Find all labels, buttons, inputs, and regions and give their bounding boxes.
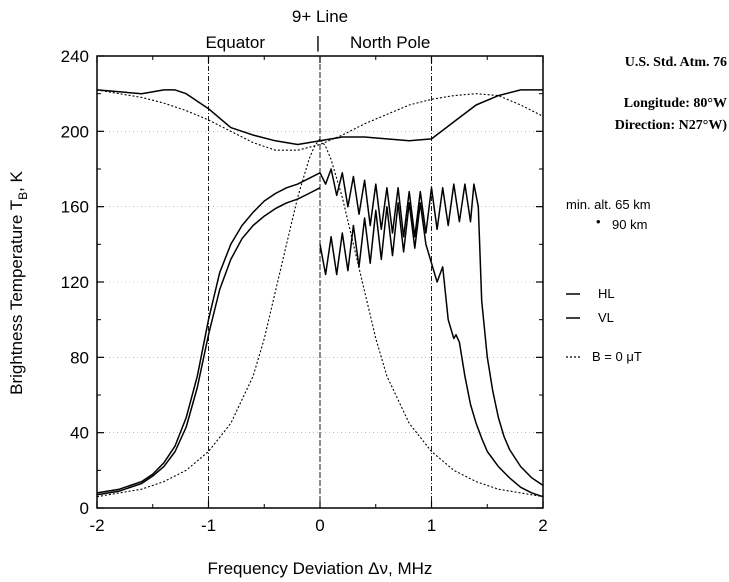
series-line-6	[96, 89, 544, 151]
x-tick-label-3: 1	[427, 516, 436, 535]
data-lines	[96, 89, 544, 498]
y-axis-label-unit: , K	[7, 170, 26, 191]
series-line-0	[96, 172, 321, 494]
legend-b0-label: B = 0 μT	[592, 349, 642, 364]
chart-title: 9+ Line	[292, 7, 348, 26]
atmosphere-note: U.S. Std. Atm. 76	[624, 55, 727, 70]
y-axis-label-sub: B	[16, 192, 30, 200]
region-divider: |	[316, 33, 320, 52]
legend-vl-label: VL	[598, 310, 614, 325]
plot-frame	[96, 55, 544, 509]
series-line-2	[96, 187, 321, 496]
region-label-north-pole: North Pole	[350, 33, 430, 52]
series-line-1	[319, 168, 544, 487]
x-tick-label-1: -1	[201, 516, 216, 535]
y-tick-label-2: 80	[70, 348, 89, 367]
y-tick-label-1: 40	[70, 424, 89, 443]
min-alt-90-label: 90 km	[612, 217, 648, 232]
y-tick-label-4: 160	[61, 198, 89, 217]
series-line-4	[96, 89, 543, 146]
x-axis-label: Frequency Deviation Δν, MHz	[208, 559, 433, 578]
series-line-3	[319, 202, 544, 498]
y-tick-label-6: 240	[61, 47, 89, 66]
y-tick-label-5: 200	[61, 122, 89, 141]
direction-note: Direction: N27°W)	[614, 118, 727, 133]
min-alt-90-marker: •	[596, 214, 601, 229]
x-tick-label-4: 2	[538, 516, 547, 535]
x-tick-label-0: -2	[89, 516, 104, 535]
y-tick-label-3: 120	[61, 273, 89, 292]
y-axis-label: Brightness Temperature TB, K	[7, 170, 30, 394]
divider-lines	[208, 56, 432, 508]
series-line-5	[96, 138, 544, 498]
legend-hl-label: HL	[598, 286, 615, 301]
y-tick-label-0: 0	[80, 499, 89, 518]
y-axis-label-main: Brightness Temperature T	[7, 200, 26, 395]
longitude-note: Longitude: 80°W	[623, 96, 727, 111]
region-label-equator: Equator	[205, 33, 265, 52]
min-alt-label: min. alt. 65 km	[566, 197, 651, 212]
x-tick-label-2: 0	[315, 516, 324, 535]
